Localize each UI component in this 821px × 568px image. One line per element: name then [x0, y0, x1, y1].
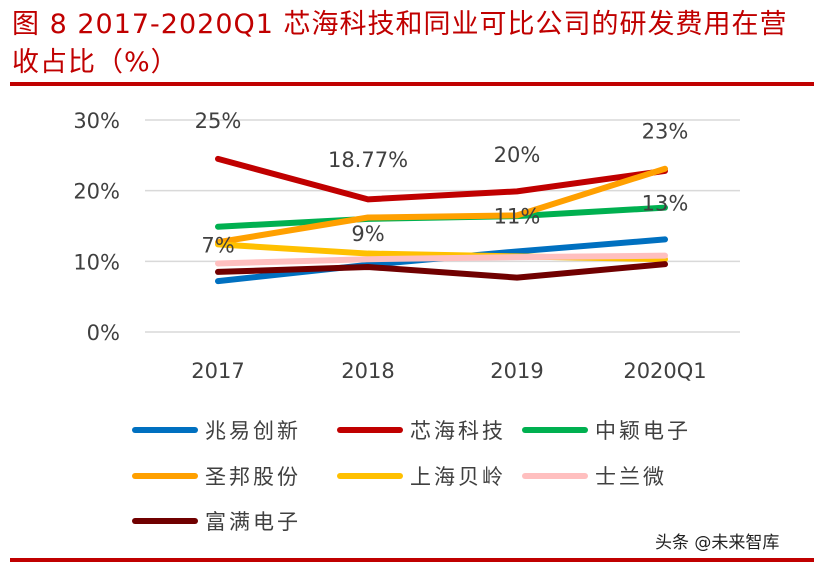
y-tick-label: 0% [87, 321, 120, 345]
legend-label: 圣邦股份 [205, 465, 301, 489]
title-divider [10, 82, 814, 86]
data-label: 23% [642, 120, 689, 144]
x-tick-label: 2020Q1 [623, 359, 706, 383]
data-label: 13% [642, 192, 689, 216]
y-tick-label: 20% [73, 180, 120, 204]
legend-label: 上海贝岭 [410, 465, 506, 489]
legend-label: 士兰微 [595, 465, 667, 489]
x-tick-label: 2017 [191, 359, 244, 383]
data-label: 25% [195, 109, 242, 133]
data-label: 20% [494, 143, 541, 167]
x-tick-label: 2018 [341, 359, 394, 383]
watermark: 头条 @未来智库 [655, 533, 780, 553]
data-label: 7% [201, 233, 234, 257]
bottom-divider [10, 558, 814, 562]
data-label: 11% [494, 204, 541, 228]
legend-label: 兆易创新 [205, 419, 301, 443]
legend-label: 富满电子 [205, 510, 301, 534]
series-line [215, 155, 668, 203]
figure-title: 图 8 2017-2020Q1 芯海科技和同业可比公司的研发费用在营收占比（%） [12, 9, 788, 78]
x-tick-label: 2019 [490, 359, 543, 383]
data-label: 18.77% [328, 148, 408, 172]
y-tick-label: 30% [73, 109, 120, 133]
data-label: 9% [351, 222, 384, 246]
legend-label: 中颖电子 [595, 419, 691, 443]
series-line [215, 261, 668, 281]
legend-label: 芯海科技 [410, 419, 506, 443]
series-line [215, 165, 668, 246]
y-tick-label: 10% [73, 250, 120, 274]
series-line [215, 252, 668, 267]
